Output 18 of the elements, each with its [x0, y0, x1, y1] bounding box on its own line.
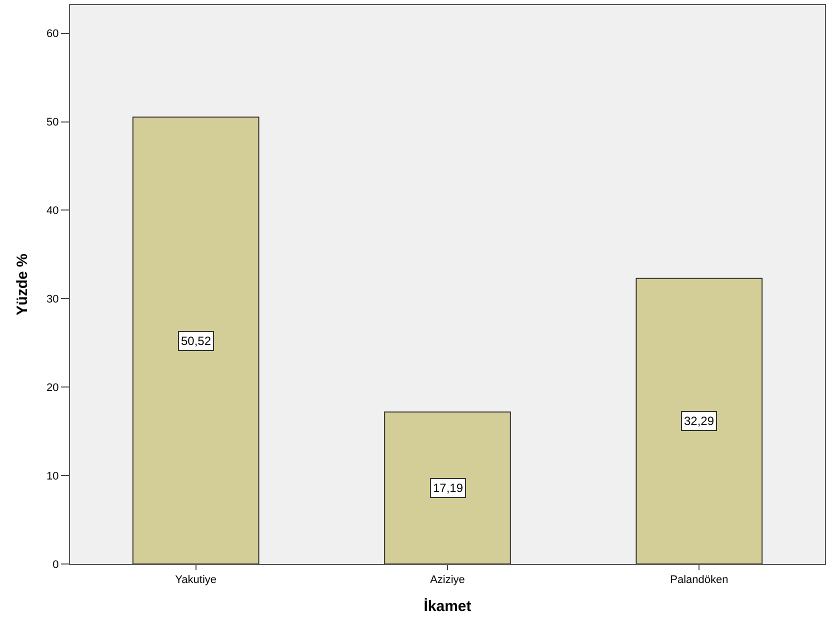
y-tick-label: 0 — [52, 558, 59, 571]
y-tick-label: 20 — [46, 382, 59, 394]
bar — [384, 411, 511, 564]
data-label: 32,29 — [684, 414, 714, 428]
data-label: 50,52 — [181, 334, 212, 348]
bar — [636, 278, 763, 564]
x-tick-label: Palandöken — [670, 574, 728, 586]
bar — [132, 116, 260, 564]
y-tick-label: 40 — [46, 205, 59, 218]
x-tick-label: Yakutiye — [175, 574, 217, 586]
y-tick-label: 10 — [46, 470, 59, 482]
data-label: 17,19 — [433, 481, 464, 495]
x-axis-title: İkamet — [424, 598, 472, 616]
y-tick-label: 50 — [46, 116, 59, 129]
y-axis-title: Yüzde % — [14, 254, 31, 316]
y-tick-label: 60 — [46, 28, 59, 40]
x-tick-label: Aziziye — [430, 574, 465, 586]
y-tick-label: 30 — [46, 294, 59, 306]
